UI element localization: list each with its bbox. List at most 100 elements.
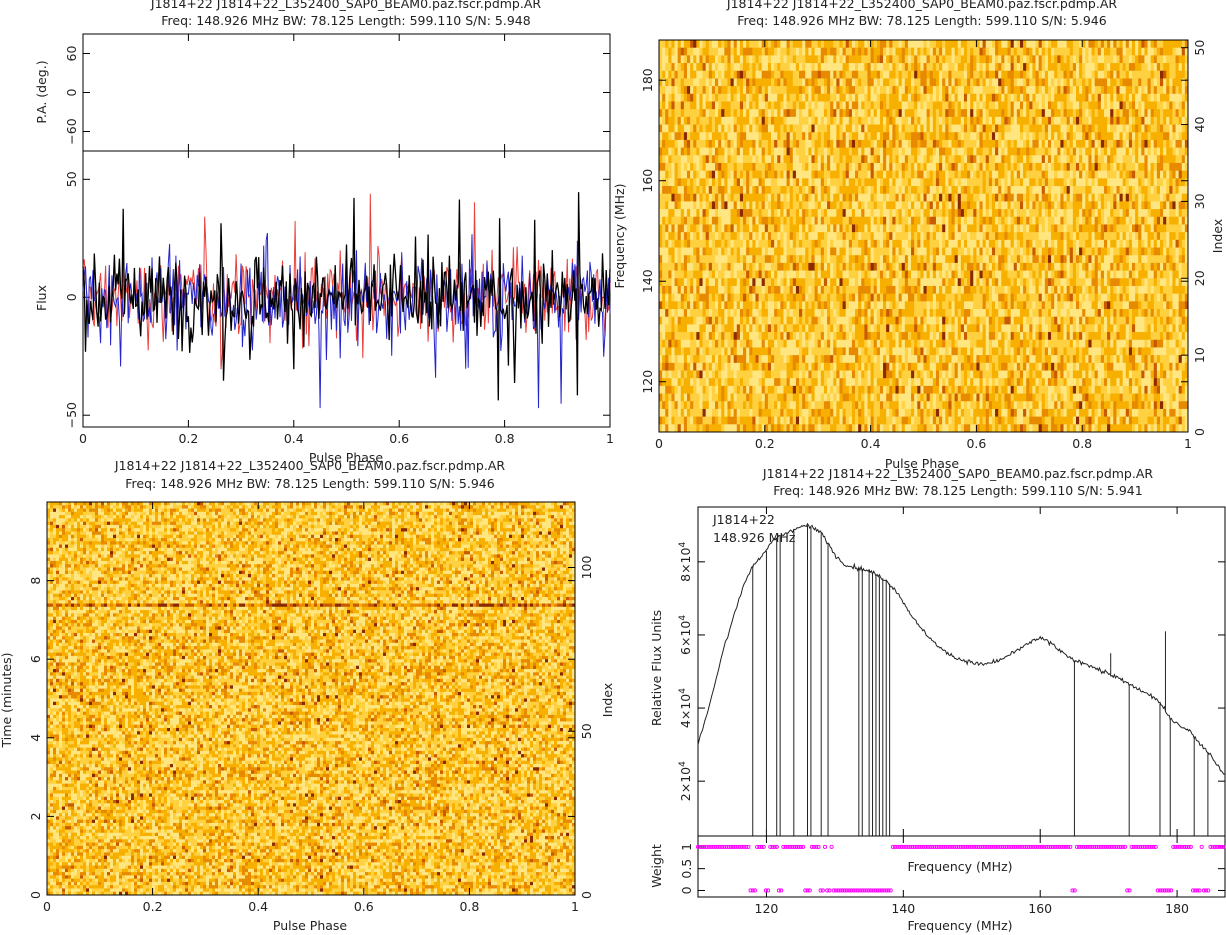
freq-phase-cell	[1113, 162, 1117, 172]
freq-phase-cell	[1007, 178, 1012, 187]
freq-phase-cell	[811, 193, 815, 202]
freq-phase-cell	[721, 101, 725, 110]
freq-phase-cell	[979, 86, 984, 95]
freq-phase-cell	[1085, 116, 1089, 125]
freq-phase-cell	[802, 101, 806, 110]
freq-phase-cell	[1159, 109, 1164, 118]
freq-phase-cell	[1001, 162, 1005, 172]
freq-phase-cell	[817, 224, 822, 233]
freq-phase-cell	[721, 162, 725, 172]
freq-phase-cell	[848, 239, 853, 248]
freq-phase-cell	[901, 247, 906, 256]
freq-phase-cell	[904, 101, 909, 110]
freq-phase-cell	[1131, 193, 1136, 202]
freq-phase-cell	[976, 93, 980, 102]
freq-phase-cell	[1079, 232, 1083, 241]
freq-phase-cell	[836, 170, 840, 179]
freq-phase-cell	[674, 47, 679, 56]
freq-phase-cell	[1001, 255, 1005, 264]
pa-ytick-label-2: 60	[64, 46, 79, 62]
freq-phase-cell	[883, 224, 887, 233]
freq-phase-cell	[792, 55, 797, 64]
freq-phase-cell	[839, 40, 843, 49]
freq-phase-cell	[1113, 186, 1117, 195]
freq-phase-cell	[973, 186, 977, 195]
freq-phase-cell	[721, 132, 725, 141]
freq-phase-cell	[1079, 216, 1083, 225]
freq-phase-cell	[702, 93, 707, 102]
freq-phase-cell	[811, 147, 815, 156]
freq-phase-cell	[730, 178, 735, 187]
freq-phase-cell	[945, 147, 949, 156]
freq-phase-cell	[855, 55, 859, 64]
freq-phase-cell	[702, 162, 707, 172]
freq-phase-cell	[1184, 139, 1189, 149]
freq-phase-cell	[935, 255, 940, 264]
freq-phase-cell	[1004, 40, 1008, 49]
freq-phase-cell	[836, 247, 840, 256]
freq-phase-cell	[935, 147, 940, 156]
freq-phase-cell	[730, 109, 735, 118]
freq-phase-cell	[985, 63, 990, 72]
freq-phase-cell	[1088, 232, 1092, 241]
freq-phase-cell	[1100, 47, 1105, 56]
freq-phase-cell	[662, 239, 666, 248]
freq-phase-cell	[671, 93, 675, 102]
freq-phase-cell	[780, 209, 784, 218]
freq-phase-cell	[749, 239, 753, 248]
freq-phase-cell	[780, 63, 784, 72]
freq-phase-cell	[851, 209, 856, 218]
freq-phase-cell	[1141, 193, 1145, 202]
freq-phase-cell	[702, 209, 707, 218]
freq-phase-cell	[873, 93, 878, 102]
freq-phase-cell	[727, 201, 731, 210]
freq-phase-cell	[764, 47, 769, 56]
freq-phase-cell	[883, 109, 887, 118]
freq-phase-cell	[879, 55, 884, 64]
freq-phase-cell	[792, 193, 797, 202]
freq-phase-cell	[1141, 139, 1145, 149]
freq-phase-cell	[1085, 40, 1089, 49]
freq-phase-cell	[1135, 63, 1139, 72]
freq-phase-cell	[1001, 47, 1005, 56]
freq-phase-cell	[727, 78, 731, 87]
freq-phase-cell	[1075, 255, 1080, 264]
freq-phase-cell	[883, 70, 887, 79]
freq-phase-cell	[736, 170, 741, 179]
freq-phase-cell	[920, 216, 924, 225]
freq-phase-cell	[920, 93, 924, 102]
freq-phase-cell	[848, 155, 853, 164]
freq-phase-cell	[718, 109, 722, 118]
freq-phase-cell	[1044, 162, 1049, 172]
freq-phase-cell	[1047, 178, 1052, 187]
freq-phase-cell	[1041, 247, 1046, 256]
freq-phase-cell	[932, 63, 937, 72]
freq-phase-cell	[926, 224, 931, 233]
freq-phase-cell	[991, 170, 996, 179]
freq-phase-cell	[995, 178, 999, 187]
freq-phase-cell	[957, 247, 962, 256]
freq-phase-cell	[985, 124, 990, 133]
freq-phase-cell	[907, 109, 912, 118]
freq-phase-cell	[808, 109, 812, 118]
freq-phase-cell	[718, 255, 722, 264]
freq-phase-cell	[680, 109, 685, 118]
freq-phase-cell	[1054, 55, 1058, 64]
freq-phase-cell	[898, 193, 903, 202]
freq-phase-cell	[808, 247, 812, 256]
freq-phase-cell	[696, 224, 700, 233]
freq-phase-cell	[1038, 162, 1043, 172]
freq-phase-cell	[1107, 193, 1111, 202]
freq-phase-cell	[677, 232, 682, 241]
freq-phase-cell	[960, 47, 965, 56]
freq-phase-cell	[789, 124, 794, 133]
freq-phase-cell	[1153, 139, 1158, 149]
freq-phase-cell	[1038, 116, 1043, 125]
freq-phase-cell	[783, 40, 787, 49]
freq-phase-cell	[917, 193, 921, 202]
freq-phase-cell	[690, 70, 694, 79]
freq-phase-cell	[1128, 78, 1133, 87]
freq-phase-cell	[957, 116, 962, 125]
freq-phase-cell	[1079, 162, 1083, 172]
freq-phase-cell	[954, 55, 959, 64]
